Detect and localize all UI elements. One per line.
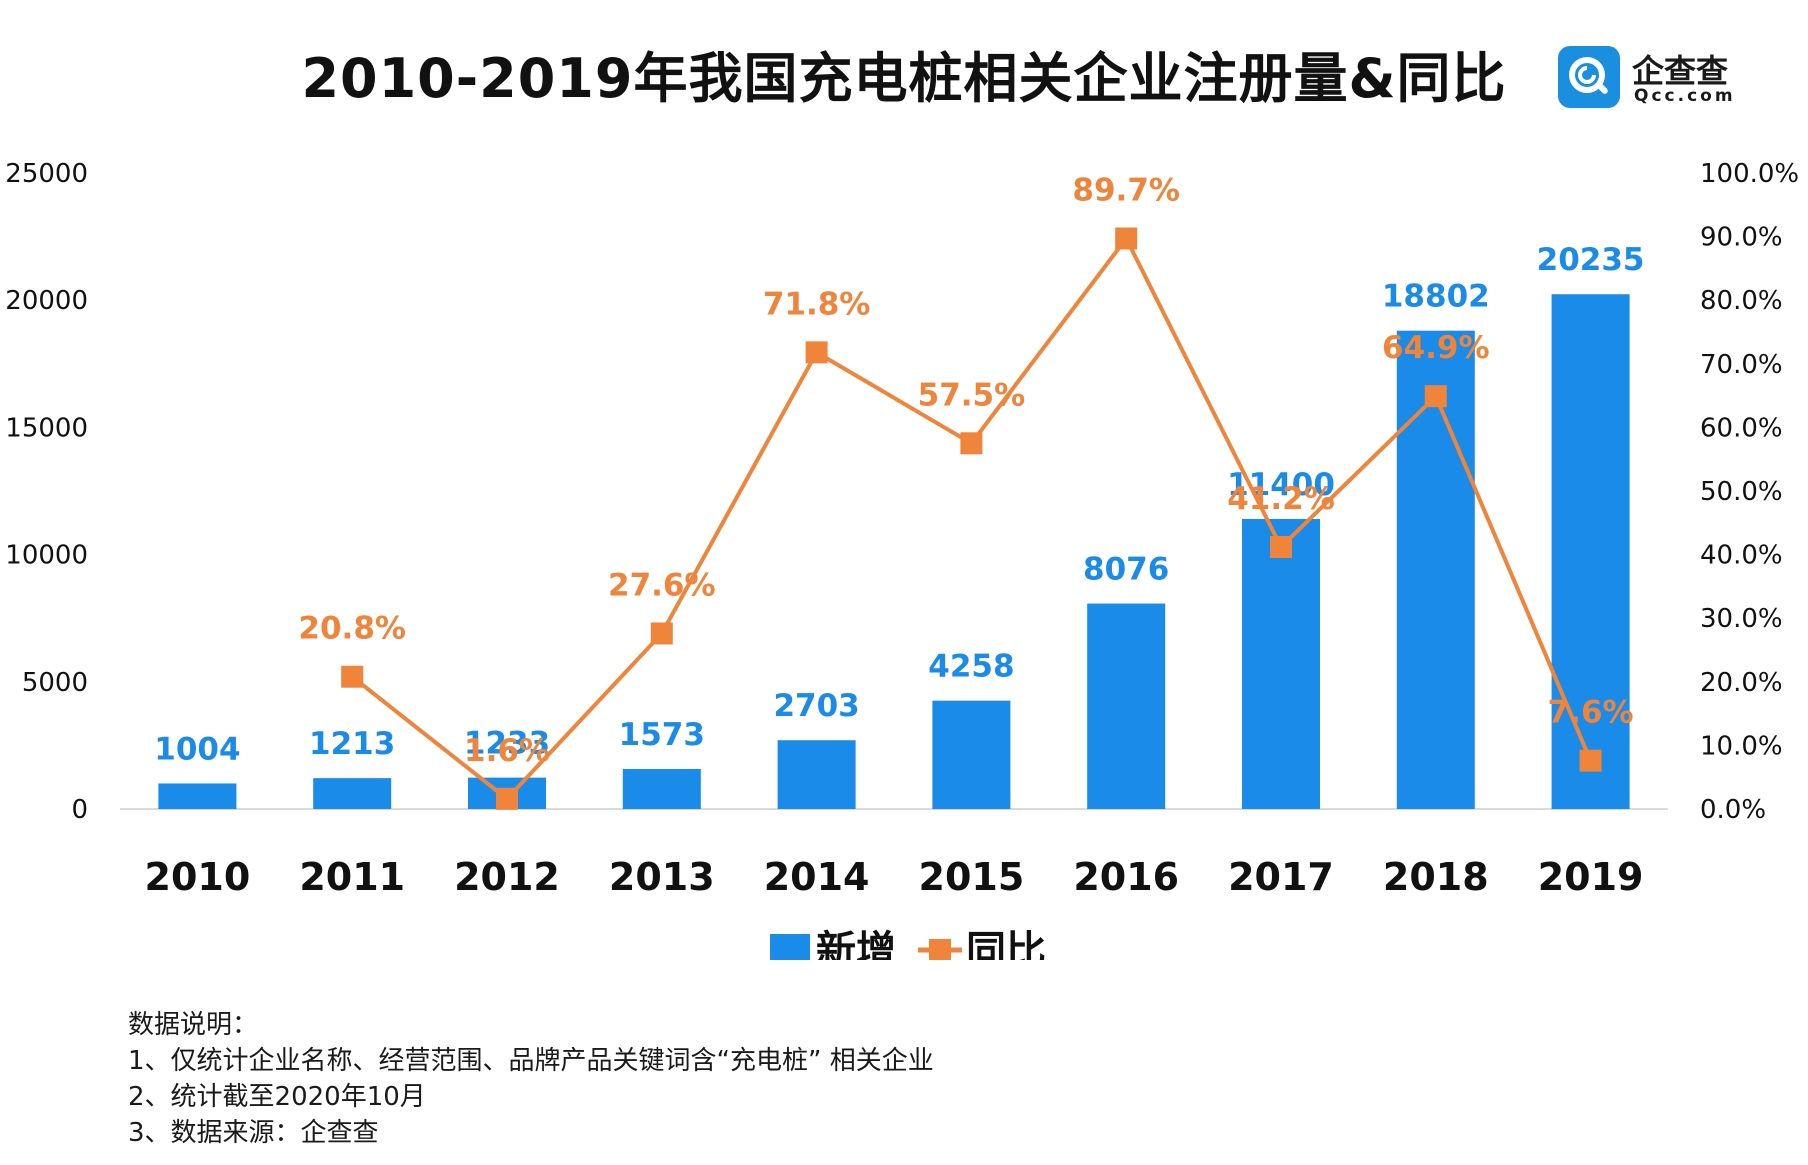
bar-data-label: 18802	[1382, 279, 1490, 315]
line-marker	[650, 622, 673, 645]
line-data-label: 89.7%	[1072, 173, 1180, 209]
y-left-tick-label: 10000	[5, 541, 88, 571]
y-left-tick-label: 20000	[5, 286, 88, 316]
line-data-label: 71.8%	[763, 286, 871, 322]
bar	[313, 778, 392, 809]
line-data-label: 64.9%	[1382, 330, 1490, 366]
x-tick-label: 2018	[1383, 855, 1489, 899]
logo-domain: Qcc.com	[1634, 86, 1736, 106]
bar	[1551, 294, 1630, 810]
line-marker	[960, 432, 983, 455]
y-right-tick-label: 30.0%	[1700, 604, 1783, 634]
line-data-label: 20.8%	[298, 611, 406, 647]
y-right-tick-label: 10.0%	[1700, 731, 1783, 761]
y-left-tick-label: 0	[71, 795, 88, 825]
bar-data-label: 1213	[309, 726, 395, 762]
y-right-tick-label: 0.0%	[1700, 795, 1766, 825]
bar-data-label: 1573	[619, 717, 705, 753]
line-marker	[1424, 385, 1447, 408]
note-line-3: 3、数据来源：企查查	[128, 1118, 379, 1148]
bar	[158, 783, 237, 809]
line-marker	[1115, 227, 1138, 250]
bar	[1087, 603, 1166, 809]
bar-data-label: 1233	[464, 726, 550, 762]
line-marker	[496, 787, 518, 810]
bar-data-label: 4258	[928, 649, 1014, 685]
bar	[932, 700, 1011, 809]
chart-title: 2010-2019年我国充电桩相关企业注册量&同比	[301, 47, 1507, 110]
line-data-label: 57.5%	[918, 377, 1026, 413]
bar-data-label: 8076	[1083, 552, 1169, 588]
line-marker	[1579, 749, 1602, 772]
x-tick-label: 2015	[919, 855, 1025, 899]
line-marker	[1270, 535, 1292, 558]
bar	[1242, 518, 1320, 809]
bar	[622, 768, 701, 809]
x-tick-label: 2017	[1228, 855, 1334, 899]
line-marker	[805, 341, 828, 364]
y-right-tick-label: 80.0%	[1700, 286, 1783, 316]
x-tick-label: 2016	[1073, 855, 1179, 899]
combo-chart: 0 5000 10000 15000 20000 25000 0.0% 10.0% 20.0% 3…	[5, 159, 1799, 960]
y-left-tick-label: 15000	[5, 413, 88, 443]
x-tick-label: 2012	[454, 855, 560, 899]
notes-heading: 数据说明：	[128, 1010, 259, 1040]
y-right-tick-label: 90.0%	[1700, 223, 1783, 253]
y-left-tick-label: 25000	[5, 159, 88, 189]
x-tick-label: 2011	[299, 855, 405, 899]
y-right-tick-label: 70.0%	[1700, 350, 1783, 380]
bar	[1396, 330, 1475, 809]
bar-data-label: 2703	[773, 688, 859, 724]
bar	[777, 740, 856, 809]
note-line-1: 1、仅统计企业名称、经营范围、品牌产品关键词含“充电桩” 相关企业	[128, 1046, 934, 1076]
brand-logo: 企查查 Qcc.com	[1558, 46, 1758, 110]
legend-bar-label: 新增	[816, 928, 896, 960]
y-right-tick-label: 20.0%	[1700, 668, 1783, 698]
y-right-tick-label: 60.0%	[1700, 413, 1783, 443]
line-data-label: 41.2%	[1227, 481, 1335, 517]
line-marker	[341, 665, 364, 688]
x-tick-label: 2013	[609, 855, 715, 899]
x-tick-label: 2010	[145, 855, 251, 899]
logo-name: 企查查	[1632, 52, 1729, 90]
y-left-tick-label: 5000	[22, 668, 88, 698]
qcc-magnifier-icon	[1558, 46, 1620, 108]
bar-data-label: 20235	[1537, 242, 1645, 278]
y-right-tick-label: 100.0%	[1700, 159, 1799, 189]
line-data-label: 7.6%	[1548, 695, 1634, 731]
note-line-2: 2、统计截至2020年10月	[128, 1082, 426, 1112]
legend-line-label: 同比	[966, 928, 1046, 960]
line-data-label: 27.6%	[608, 567, 716, 603]
x-tick-label: 2014	[764, 855, 870, 899]
legend-bar-swatch	[770, 934, 810, 960]
y-right-tick-label: 50.0%	[1700, 477, 1783, 507]
legend-line-marker	[929, 939, 951, 960]
bar-data-label: 1004	[154, 731, 240, 767]
x-tick-label: 2019	[1538, 855, 1644, 899]
y-right-tick-label: 40.0%	[1700, 541, 1783, 571]
line-data-label: 1.6%	[464, 733, 550, 769]
